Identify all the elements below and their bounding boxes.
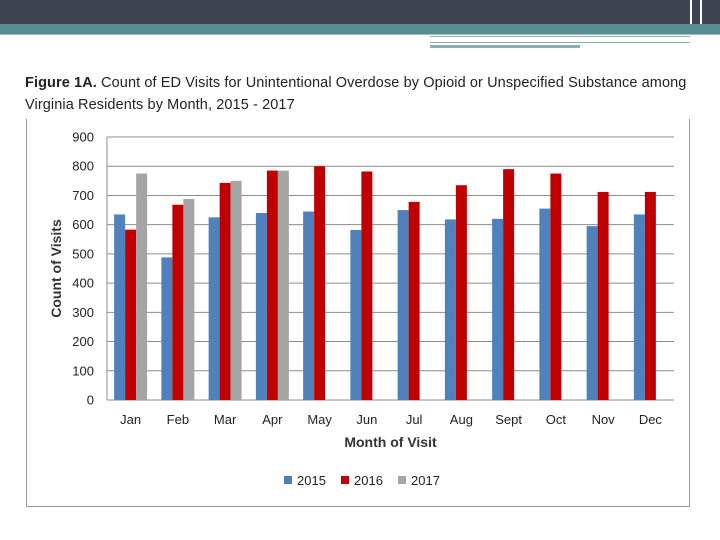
bar-2015-may (303, 211, 315, 400)
figure-title-text: Count of ED Visits for Unintentional Ove… (25, 75, 687, 113)
figure-label: Figure 1A. (25, 75, 97, 91)
bar-2016-feb (172, 204, 184, 400)
bar-2016-nov (597, 191, 609, 400)
legend-swatch-2016 (341, 476, 349, 484)
legend-swatch-2017 (398, 476, 406, 484)
bar-2015-mar (208, 217, 220, 400)
y-tick-label: 800 (72, 159, 94, 174)
slide-header-divider (690, 0, 692, 34)
slide-header-divider (700, 0, 702, 34)
bar-2016-jul (408, 201, 420, 400)
y-tick-label: 400 (72, 276, 94, 291)
slide-decor-bar (430, 45, 580, 48)
y-tick-label: 200 (72, 334, 94, 349)
bar-2015-sept (492, 218, 504, 400)
x-tick-label: Oct (546, 412, 567, 427)
legend-label-2015: 2015 (297, 473, 326, 488)
y-tick-label: 900 (72, 130, 94, 145)
y-tick-label: 0 (87, 393, 94, 408)
x-tick-label: Dec (639, 412, 663, 427)
legend-label-2017: 2017 (411, 473, 440, 488)
x-tick-label: Jun (356, 412, 377, 427)
legend-label-2016: 2016 (354, 473, 383, 488)
y-tick-label: 500 (72, 246, 94, 261)
slide-header-bar (0, 0, 720, 24)
slide-header-accent (0, 24, 720, 34)
bar-2016-aug (455, 185, 467, 400)
chart-frame (26, 119, 690, 507)
bar-2016-dec (644, 191, 656, 400)
x-tick-label: Jul (406, 412, 423, 427)
bar-2015-apr (255, 212, 267, 400)
x-tick-label: Sept (495, 412, 522, 427)
bar-2015-dec (633, 214, 645, 400)
y-tick-label: 700 (72, 188, 94, 203)
bar-2016-apr (266, 170, 278, 400)
bar-2017-jan (136, 173, 148, 400)
x-tick-label: Jan (120, 412, 141, 427)
bar-2017-mar (230, 180, 242, 400)
bar-2015-aug (444, 219, 456, 400)
bar-2017-apr (277, 170, 289, 400)
bar-2016-may (314, 166, 326, 400)
bar-2016-jun (361, 171, 373, 400)
x-tick-label: Mar (214, 412, 237, 427)
x-tick-label: Apr (262, 412, 283, 427)
x-tick-label: Nov (592, 412, 616, 427)
bar-2015-jan (114, 214, 126, 400)
y-tick-label: 300 (72, 305, 94, 320)
x-tick-label: Feb (167, 412, 189, 427)
y-tick-label: 100 (72, 363, 94, 378)
figure-title: Figure 1A. Count of ED Visits for Uninte… (25, 72, 715, 116)
bar-2016-sept (503, 169, 515, 400)
x-axis-title: Month of Visit (344, 434, 437, 450)
y-tick-label: 600 (72, 217, 94, 232)
slide-decor-bar (430, 36, 690, 43)
bar-2016-oct (550, 173, 562, 400)
bar-2015-oct (539, 208, 551, 400)
y-axis-title: Count of Visits (48, 219, 64, 318)
bar-2015-feb (161, 257, 173, 400)
bar-2015-jun (350, 229, 362, 400)
bar-2017-feb (183, 198, 195, 400)
slide-header-rule (0, 34, 720, 35)
x-tick-label: Aug (450, 412, 473, 427)
bar-2016-jan (125, 229, 137, 400)
bar-2015-nov (586, 226, 598, 400)
bar-2016-mar (219, 182, 231, 400)
bar-2015-jul (397, 210, 409, 400)
legend-swatch-2015 (284, 476, 292, 484)
x-tick-label: May (307, 412, 332, 427)
